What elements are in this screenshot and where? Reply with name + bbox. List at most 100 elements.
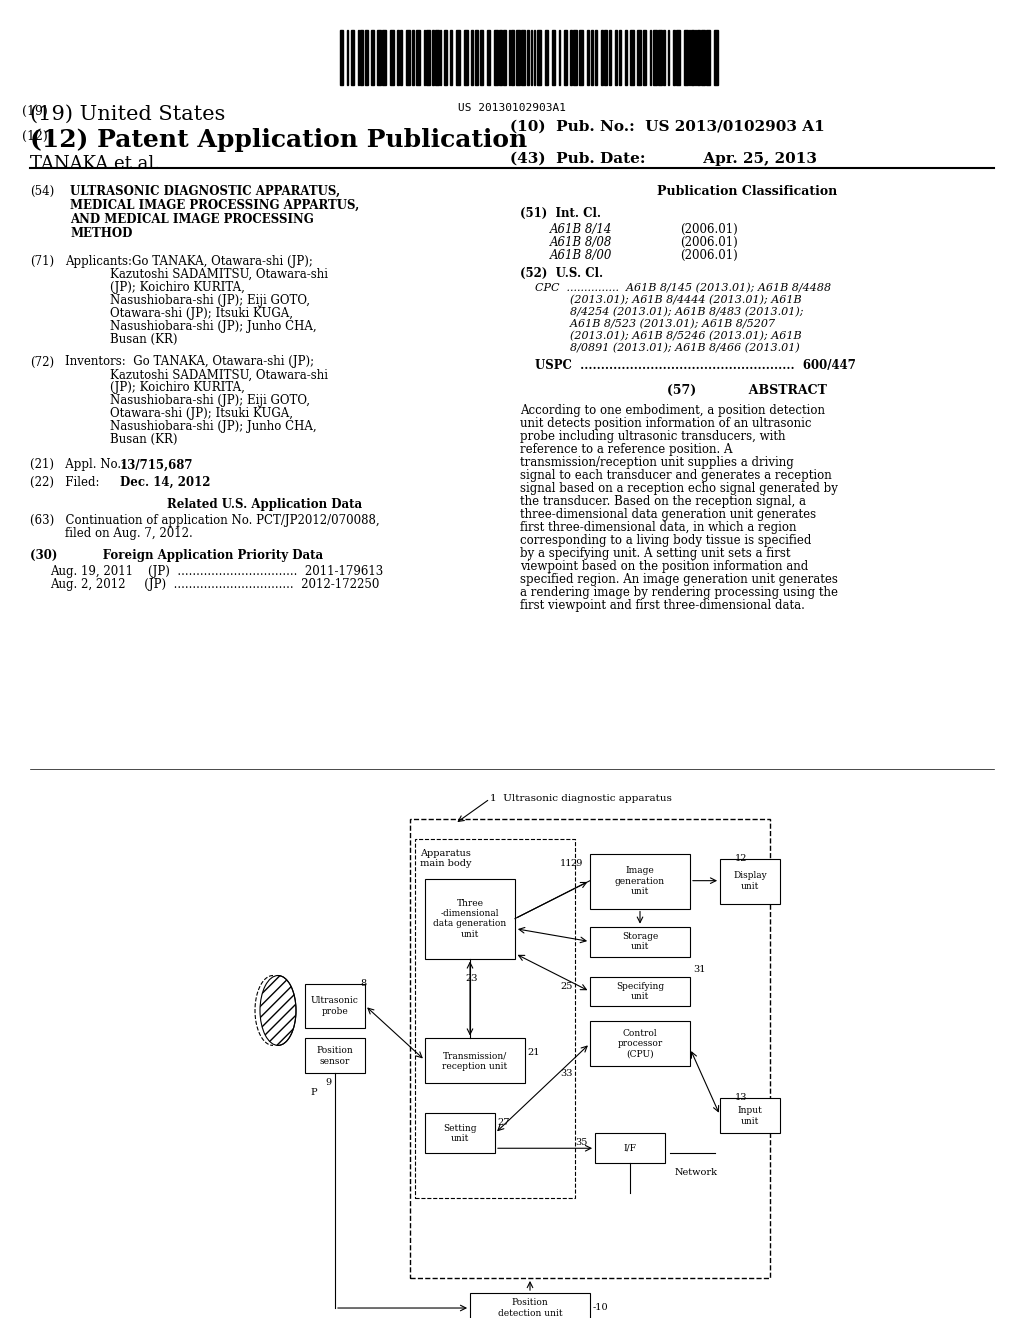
Bar: [615, 30, 617, 84]
Bar: [444, 30, 447, 84]
Text: A61B 8/14: A61B 8/14: [550, 223, 612, 236]
Bar: [412, 30, 414, 84]
Bar: [591, 30, 593, 84]
Text: transmission/reception unit supplies a driving: transmission/reception unit supplies a d…: [520, 457, 794, 470]
Bar: [552, 30, 555, 84]
Text: (10)  Pub. No.:  US 2013/0102903 A1: (10) Pub. No.: US 2013/0102903 A1: [510, 120, 824, 133]
Bar: [400, 30, 402, 84]
Text: reference to a reference position. A: reference to a reference position. A: [520, 444, 732, 457]
FancyBboxPatch shape: [590, 977, 690, 1006]
Text: Kazutoshi SADAMITSU, Otawara-shi: Kazutoshi SADAMITSU, Otawara-shi: [65, 368, 328, 381]
Text: 8/0891 (2013.01); A61B 8/466 (2013.01): 8/0891 (2013.01); A61B 8/466 (2013.01): [535, 342, 800, 352]
Text: (63)   Continuation of application No. PCT/JP2012/070088,: (63) Continuation of application No. PCT…: [30, 515, 380, 527]
Text: Nasushiobara-shi (JP); Junho CHA,: Nasushiobara-shi (JP); Junho CHA,: [65, 319, 316, 333]
Text: According to one embodiment, a position detection: According to one embodiment, a position …: [520, 404, 825, 417]
FancyBboxPatch shape: [470, 1294, 590, 1320]
Bar: [516, 30, 520, 84]
Text: (21)   Appl. No.:: (21) Appl. No.:: [30, 458, 133, 471]
Bar: [487, 30, 490, 84]
Bar: [714, 30, 718, 84]
Text: Specifying
unit: Specifying unit: [616, 982, 664, 1001]
Bar: [416, 30, 420, 84]
FancyBboxPatch shape: [720, 859, 780, 904]
Text: METHOD: METHOD: [70, 227, 132, 240]
Text: Transmission/
reception unit: Transmission/ reception unit: [442, 1051, 508, 1071]
Bar: [360, 30, 362, 84]
Bar: [691, 30, 694, 84]
Bar: [494, 30, 498, 84]
Text: signal based on a reception echo signal generated by: signal based on a reception echo signal …: [520, 482, 838, 495]
FancyBboxPatch shape: [305, 1039, 365, 1073]
Bar: [676, 30, 680, 84]
Text: Network: Network: [675, 1168, 718, 1177]
FancyBboxPatch shape: [595, 1134, 665, 1163]
Text: Busan (KR): Busan (KR): [65, 333, 177, 346]
Bar: [365, 30, 368, 84]
Bar: [579, 30, 583, 84]
Text: Applicants:Go TANAKA, Otawara-shi (JP);: Applicants:Go TANAKA, Otawara-shi (JP);: [65, 255, 313, 268]
Text: (51)  Int. Cl.: (51) Int. Cl.: [520, 207, 601, 219]
Bar: [511, 30, 514, 84]
Bar: [643, 30, 646, 84]
Text: first viewpoint and first three-dimensional data.: first viewpoint and first three-dimensio…: [520, 599, 805, 612]
Bar: [377, 30, 381, 84]
Text: ULTRASONIC DIAGNOSTIC APPARATUS,: ULTRASONIC DIAGNOSTIC APPARATUS,: [70, 185, 340, 198]
FancyBboxPatch shape: [305, 983, 365, 1028]
Text: (54): (54): [30, 185, 54, 198]
Text: A61B 8/00: A61B 8/00: [550, 248, 612, 261]
Text: (2013.01); A61B 8/4444 (2013.01); A61B: (2013.01); A61B 8/4444 (2013.01); A61B: [535, 294, 802, 305]
Text: specified region. An image generation unit generates: specified region. An image generation un…: [520, 573, 838, 586]
Bar: [545, 30, 548, 84]
Bar: [595, 30, 597, 84]
Bar: [426, 30, 430, 84]
Text: (JP); Koichiro KURITA,: (JP); Koichiro KURITA,: [65, 381, 245, 395]
Bar: [397, 30, 399, 84]
Bar: [604, 30, 607, 84]
Bar: [701, 30, 705, 84]
Bar: [480, 30, 483, 84]
Bar: [475, 30, 478, 84]
Text: (2006.01): (2006.01): [680, 223, 737, 236]
Text: Aug. 19, 2011    (JP)  ................................  2011-179613: Aug. 19, 2011 (JP) .....................…: [50, 565, 383, 578]
Text: Storage
unit: Storage unit: [622, 932, 658, 952]
Text: 13/715,687: 13/715,687: [120, 458, 194, 471]
Text: (52)  U.S. Cl.: (52) U.S. Cl.: [520, 267, 603, 280]
Text: Busan (KR): Busan (KR): [65, 433, 177, 446]
Bar: [503, 30, 506, 84]
Bar: [663, 30, 665, 84]
Bar: [706, 30, 710, 84]
Text: AND MEDICAL IMAGE PROCESSING: AND MEDICAL IMAGE PROCESSING: [70, 213, 313, 226]
Text: Apparatus: Apparatus: [420, 849, 471, 858]
Text: a rendering image by rendering processing using the: a rendering image by rendering processin…: [520, 586, 838, 599]
Bar: [618, 30, 621, 84]
Bar: [630, 30, 634, 84]
Text: three-dimensional data generation unit generates: three-dimensional data generation unit g…: [520, 508, 816, 521]
Text: (22)   Filed:: (22) Filed:: [30, 477, 133, 490]
FancyBboxPatch shape: [425, 1039, 525, 1084]
Text: US 20130102903A1: US 20130102903A1: [458, 103, 566, 112]
Text: 9: 9: [325, 1078, 331, 1088]
Text: Publication Classification: Publication Classification: [656, 185, 838, 198]
Bar: [464, 30, 468, 84]
Text: unit detects position information of an ultrasonic: unit detects position information of an …: [520, 417, 811, 430]
Text: (72): (72): [30, 355, 54, 368]
FancyBboxPatch shape: [720, 1098, 780, 1134]
Bar: [653, 30, 657, 84]
Text: (12): (12): [22, 129, 48, 143]
Bar: [637, 30, 641, 84]
Text: Otawara-shi (JP); Itsuki KUGA,: Otawara-shi (JP); Itsuki KUGA,: [65, 306, 293, 319]
Text: Dec. 14, 2012: Dec. 14, 2012: [120, 477, 211, 490]
Text: USPC  ....................................................  600/447: USPC ...................................…: [535, 359, 856, 372]
Text: A61B 8/523 (2013.01); A61B 8/5207: A61B 8/523 (2013.01); A61B 8/5207: [535, 318, 775, 329]
Text: 12: 12: [735, 854, 748, 863]
Text: (2013.01); A61B 8/5246 (2013.01); A61B: (2013.01); A61B 8/5246 (2013.01); A61B: [535, 330, 802, 341]
Text: 11: 11: [560, 859, 572, 867]
Text: Input
unit: Input unit: [737, 1106, 763, 1126]
Text: P: P: [310, 1089, 316, 1097]
Bar: [471, 30, 473, 84]
Bar: [673, 30, 675, 84]
Text: (19): (19): [22, 104, 48, 117]
Text: 29: 29: [570, 859, 583, 867]
Text: 31: 31: [693, 965, 706, 974]
Text: probe including ultrasonic transducers, with: probe including ultrasonic transducers, …: [520, 430, 785, 444]
